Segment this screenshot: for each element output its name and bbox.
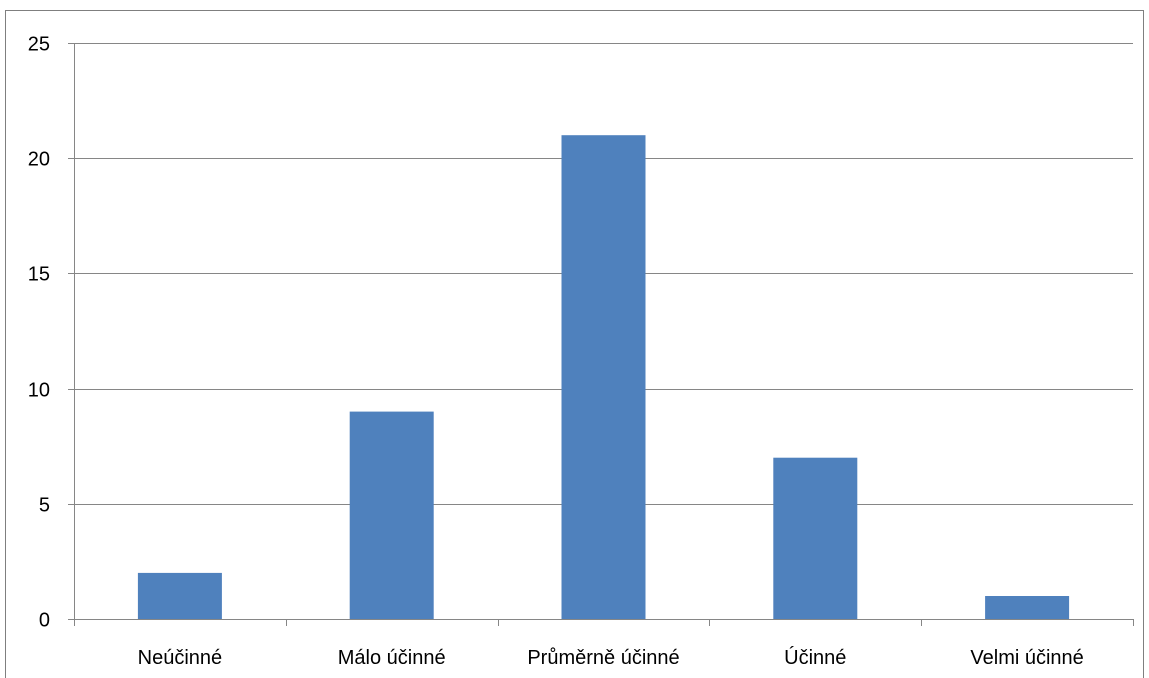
bar: [985, 596, 1070, 619]
bar: [137, 572, 222, 619]
bar: [773, 457, 858, 619]
x-category-label: Neúčinné: [138, 647, 223, 669]
x-category-label: Účinné: [784, 646, 846, 669]
y-tick-label: 0: [39, 610, 50, 632]
x-category-label: Málo účinné: [338, 647, 446, 669]
labels: 0 5 10 15 20 25 Neúčinné Málo účinné Průměrně úč…: [28, 34, 1084, 670]
x-category-label: Velmi účinné: [970, 647, 1083, 669]
bars: [137, 135, 1070, 619]
x-category-label: Průměrně účinné: [527, 647, 679, 669]
axes: [68, 43, 1134, 626]
y-tick-label: 15: [28, 264, 50, 286]
bar: [349, 411, 434, 619]
y-tick-label: 10: [28, 380, 50, 402]
y-tick-label: 5: [39, 495, 50, 517]
y-tick-label: 20: [28, 149, 50, 171]
bar: [561, 135, 646, 619]
y-tick-label: 25: [28, 34, 50, 56]
